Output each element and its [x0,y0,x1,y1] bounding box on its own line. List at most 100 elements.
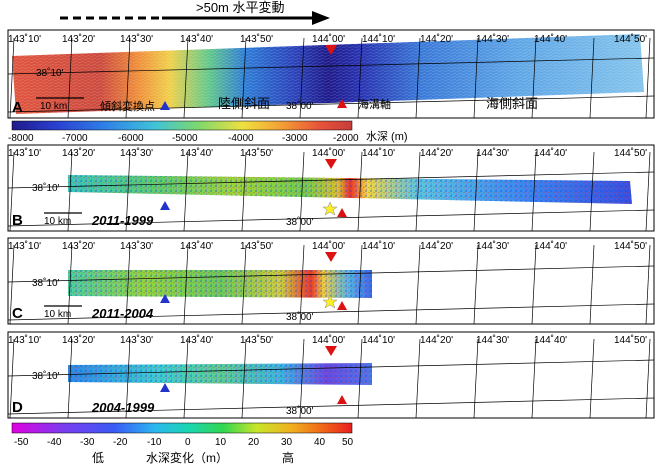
arrow-head [312,11,330,25]
panel-c-inflection-marker [160,294,170,303]
panel-d-lon-143-20: 143˚20' [62,334,95,346]
panel-c-lon-144-50: 144˚50' [614,240,647,252]
panel-b-lon-144-30: 144˚30' [476,147,509,159]
panel-a-scale-label: 10 km [40,101,67,112]
panel-d-trench-marker-top [325,346,337,356]
panel-c-lon-144-20: 144˚20' [420,240,453,252]
panel-a-letter: A [12,99,23,116]
change-tick-minus20: -20 [113,437,128,448]
change-tick-50: 50 [342,437,354,448]
depth-unit-label: 水深 (m) [366,130,408,143]
panel-c-lat-38-10: 38˚10' [32,277,60,289]
panel-a-lon-143-40: 143˚40' [180,33,213,45]
panel-b-letter: B [12,212,23,229]
panel-b-lon-144-10: 144˚10' [362,147,395,159]
panel-a-trench-axis-label: 海溝軸 [358,97,391,111]
horizontal-motion-arrow [60,11,330,25]
depth-tick-7000: -7000 [62,133,88,144]
panel-b-trench-marker-top [325,159,337,169]
change-title-label: 水深変化（m） [146,450,228,465]
change-high-label: 高 [282,450,294,465]
depth-tick-6000: -6000 [118,133,144,144]
panel-c-lon-144-40: 144˚40' [534,240,567,252]
panel-a-trench-marker-top [325,45,337,55]
panel-a-lon-144-00: 144˚00' [312,33,345,45]
panel-d-lon-143-30: 143˚30' [120,334,153,346]
depth-tick-4000: -4000 [228,133,254,144]
depth-tick-3000: -3000 [282,133,308,144]
panel-d-lon-144-50: 144˚50' [614,334,647,346]
panel-d-trench-marker-bottom [337,395,347,404]
change-tick-40: 40 [314,437,326,448]
panel-a-meridians [7,37,655,119]
panel-c-lon-144-10: 144˚10' [362,240,395,252]
panel-a-lon-144-10: 144˚10' [362,33,395,45]
panel-a: 143˚10' 143˚20' 143˚30' 143˚40' 143˚50' … [7,29,655,119]
panel-b-lat-38-00: 38˚00' [286,216,314,228]
panel-a-seaward-label: 海側斜面 [486,96,538,111]
depth-tick-2000: -2000 [333,133,359,144]
panel-d-lat-38-00: 38˚00' [286,405,314,417]
panel-b-inflection-marker [160,201,170,210]
panel-c-lon-143-40: 143˚40' [180,240,213,252]
panel-a-lat-38-10: 38˚10' [36,67,64,79]
panel-c-period-label: 2011-2004 [91,306,154,321]
panel-c: 143˚10' 143˚20' 143˚30' 143˚40' 143˚50' … [7,237,655,325]
panel-b-noise [68,175,632,204]
depth-tick-8000: -8000 [8,133,34,144]
panel-a-lon-144-40: 144˚40' [534,33,567,45]
panel-d-noise [68,363,372,385]
change-tick-20: 20 [248,437,260,448]
panel-b-meridians [7,151,655,232]
change-low-label: 低 [92,451,104,465]
depth-colorbar-ramp [11,120,353,131]
panel-b: 143˚10' 143˚20' 143˚30' 143˚40' 143˚50' … [7,144,655,232]
panel-b-lon-144-20: 144˚20' [420,147,453,159]
panel-a-lat-38-00: 38˚00' [286,100,314,112]
panel-a-lon-144-50: 144˚50' [614,33,647,45]
panel-c-star [322,294,338,309]
panel-a-lon-143-30: 143˚30' [120,33,153,45]
panel-a-lon-143-20: 143˚20' [62,33,95,45]
panel-d-frame [7,331,655,419]
panel-a-inflection-marker [160,101,170,110]
panel-d-lon-144-40: 144˚40' [534,334,567,346]
panel-a-lon-144-20: 144˚20' [420,33,453,45]
panel-b-lon-143-40: 143˚40' [180,147,213,159]
panel-c-scale-label: 10 km [44,309,71,320]
panel-c-lon-143-30: 143˚30' [120,240,153,252]
panel-c-frame [7,237,655,325]
panel-d-lat-38-10: 38˚10' [32,370,60,382]
panel-b-lon-143-30: 143˚30' [120,147,153,159]
panel-a-landward-label: 陸側斜面 [218,96,270,111]
panel-d-lon-144-10: 144˚10' [362,334,395,346]
panel-d-lon-144-30: 144˚30' [476,334,509,346]
panel-b-trench-marker-bottom [337,208,347,217]
change-tick-minus40: -40 [47,437,62,448]
change-tick-0: 0 [185,437,191,448]
panel-d-lon-143-10: 143˚10' [8,334,41,346]
change-tick-minus10: -10 [147,437,162,448]
panel-b-lon-143-50: 143˚50' [240,147,273,159]
panel-d-inflection-marker [160,383,170,392]
panel-b-lon-144-00: 144˚00' [312,147,345,159]
panel-b-period-label: 2011-1999 [91,213,154,228]
depth-tick-5000: -5000 [172,133,198,144]
panel-c-trench-marker-bottom [337,301,347,310]
panel-a-trench-marker-bottom [337,99,347,108]
change-colorbar: -50 -40 -30 -20 -10 0 10 20 30 40 50 低 水… [11,422,354,465]
panel-c-lat-38-00: 38˚00' [286,311,314,323]
panel-d-lon-144-20: 144˚20' [420,334,453,346]
change-colorbar-ramp [11,422,353,434]
panel-c-lon-144-30: 144˚30' [476,240,509,252]
panel-c-lon-143-20: 143˚20' [62,240,95,252]
panel-d-meridians [7,338,655,419]
change-tick-minus50: -50 [14,437,29,448]
panel-a-lon-143-50: 143˚50' [240,33,273,45]
panel-b-scale-label: 10 km [44,216,71,227]
panel-d-lon-143-40: 143˚40' [180,334,213,346]
panel-a-lon-143-10: 143˚10' [8,33,41,45]
change-tick-minus30: -30 [80,437,95,448]
panel-b-star [322,201,338,216]
